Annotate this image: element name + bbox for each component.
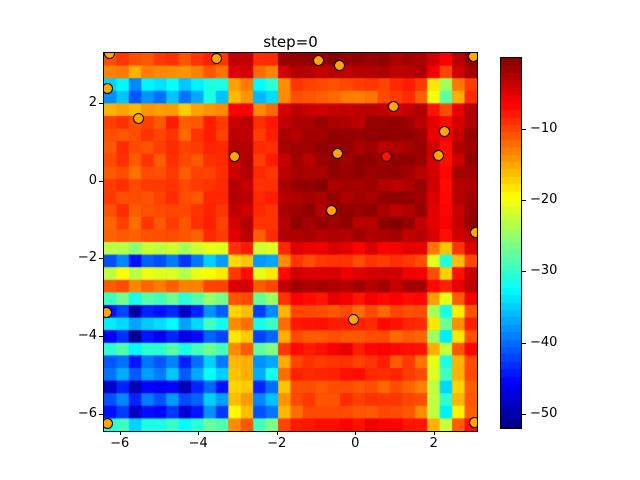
scatter-point (388, 100, 400, 112)
x-axis-tick (277, 431, 278, 435)
colorbar (500, 57, 522, 429)
y-axis-tick (99, 103, 103, 104)
colorbar-tick-label: −30 (530, 263, 558, 278)
colorbar-tick-label: −50 (530, 406, 558, 421)
scatter-point (104, 83, 113, 95)
scatter-point (439, 125, 451, 137)
scatter-point (332, 147, 344, 159)
y-axis-tick-label: −6 (77, 406, 97, 421)
scatter-point (325, 205, 337, 217)
scatter-point (347, 314, 359, 326)
heatmap-canvas (104, 53, 477, 431)
colorbar-tick-label: −10 (530, 121, 558, 136)
scatter-point (104, 53, 115, 60)
plot-title: step=0 (263, 33, 318, 51)
colorbar-tick-label: −40 (530, 335, 558, 350)
x-axis-tick-label: −6 (110, 436, 130, 451)
x-axis-tick-label: 2 (429, 436, 438, 451)
x-axis-tick-label: −2 (267, 436, 287, 451)
scatter-point (104, 306, 112, 318)
scatter-point-highlight (380, 151, 392, 163)
colorbar-tick (522, 414, 526, 415)
scatter-point (104, 418, 114, 430)
y-axis-tick-label: −2 (77, 250, 97, 265)
colorbar-tick (522, 129, 526, 130)
scatter-point (468, 416, 477, 428)
colorbar-tick (522, 343, 526, 344)
plot-area (103, 52, 478, 432)
colorbar-canvas (501, 58, 521, 428)
colorbar-tick (522, 200, 526, 201)
scatter-point (433, 149, 445, 161)
x-axis-tick (355, 431, 356, 435)
scatter-point (229, 150, 241, 162)
y-axis-tick (99, 258, 103, 259)
y-axis-tick (99, 336, 103, 337)
x-axis-tick (120, 431, 121, 435)
x-axis-tick (198, 431, 199, 435)
scatter-point (132, 112, 144, 124)
x-axis-tick-label: 0 (351, 436, 360, 451)
y-axis-tick (99, 414, 103, 415)
scatter-point (211, 53, 223, 64)
y-axis-tick-label: 0 (88, 173, 97, 188)
scatter-point (313, 54, 325, 66)
scatter-point (467, 53, 477, 62)
y-axis-tick-label: −4 (77, 328, 97, 343)
x-axis-tick (434, 431, 435, 435)
colorbar-tick (522, 271, 526, 272)
x-axis-tick-label: −4 (188, 436, 208, 451)
colorbar-tick-label: −20 (530, 192, 558, 207)
y-axis-tick (99, 181, 103, 182)
y-axis-tick-label: 2 (88, 95, 97, 110)
scatter-point (334, 60, 346, 72)
